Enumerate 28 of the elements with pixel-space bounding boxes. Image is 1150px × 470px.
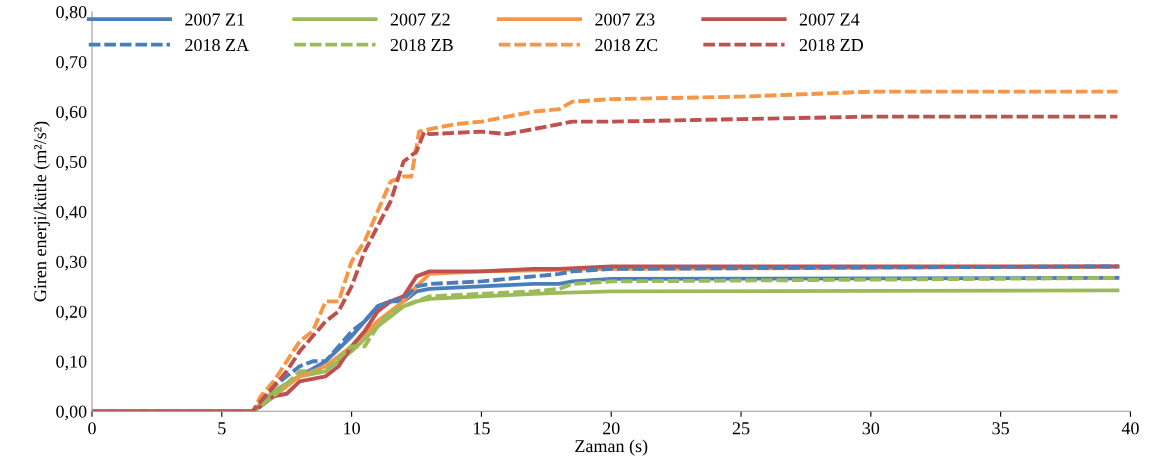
y-tick-label: 0,70 (56, 55, 87, 71)
legend-label: 2007 Z2 (390, 13, 450, 26)
y-tick-label: 0,10 (56, 355, 87, 371)
x-tick-label: 40 (1121, 422, 1139, 435)
legend-label: 2018 ZC (595, 38, 658, 52)
x-tick-label: 25 (732, 422, 750, 435)
legend-label: 2007 Z1 (185, 13, 245, 26)
y-tick-label: 0,00 (56, 405, 87, 421)
y-axis-title: Giren enerji/kütle (m²/s²) (33, 121, 50, 302)
y-tick-label: 0,80 (56, 6, 87, 21)
y-tick-label: 0,40 (56, 205, 87, 221)
legend-label: 2007 Z3 (595, 13, 655, 26)
x-tick-label: 15 (473, 422, 490, 435)
legend-label: 2018 ZA (185, 38, 249, 52)
legend-label: 2007 Z4 (799, 13, 860, 26)
x-axis-title: Zaman (s) (575, 439, 648, 456)
x-tick-label: 30 (862, 422, 880, 435)
legend-label: 2018 ZD (799, 38, 863, 52)
y-tick-label: 0,20 (56, 305, 87, 321)
legend-label: 2018 ZB (390, 38, 453, 52)
x-tick-label: 20 (602, 422, 620, 435)
x-tick-label: 35 (992, 422, 1009, 435)
y-tick-label: 0,50 (56, 155, 87, 171)
x-tick-label: 5 (218, 422, 226, 435)
y-tick-label: 0,30 (56, 255, 87, 271)
x-tick-label: 0 (88, 422, 96, 435)
x-tick-label: 10 (344, 422, 360, 435)
y-tick-label: 0,60 (56, 105, 87, 121)
